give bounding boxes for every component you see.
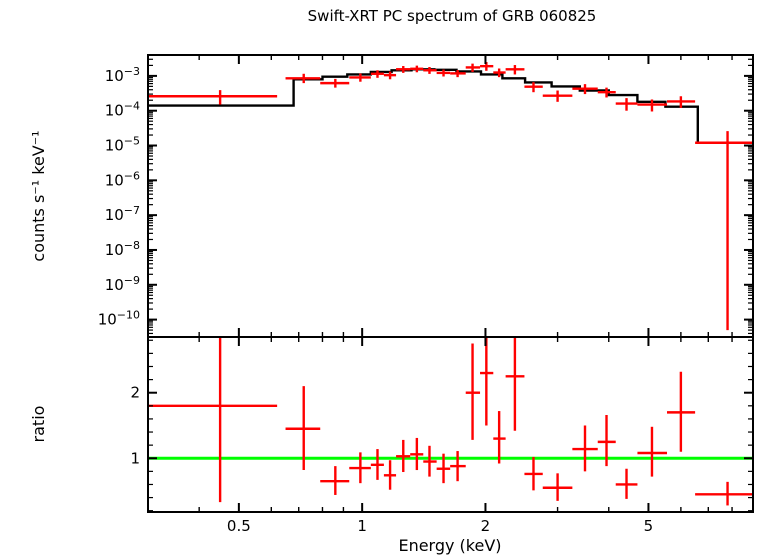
ratio-data-point [695, 481, 753, 506]
y-axis-label-counts: counts s⁻¹ keV⁻¹ [29, 130, 48, 261]
x-tick-label: 2 [481, 517, 491, 535]
ratio-data-point [436, 453, 451, 484]
y-tick-label: 10−9 [105, 274, 140, 294]
spectrum-data-point [423, 67, 437, 74]
ratio-data-point [370, 449, 384, 480]
ratio-data-point [637, 426, 668, 477]
ratio-data-point [450, 451, 466, 482]
spectrum-data-point [396, 66, 411, 73]
spectrum-data-point [637, 99, 668, 112]
x-tick-label: 0.5 [227, 517, 251, 535]
ratio-data-point [542, 473, 573, 501]
ratio-data-point [615, 468, 638, 499]
ratio-data-point [320, 466, 350, 495]
spectrum-data-point [370, 70, 384, 78]
y-tick-label: 10−3 [105, 65, 140, 85]
ratio-data-point [597, 414, 616, 467]
ratio-data-point [493, 411, 506, 464]
spectrum-data-point [450, 70, 466, 78]
y-tick-label: 2 [130, 384, 140, 402]
y-axis-label-ratio: ratio [29, 406, 48, 443]
spectrum-data-point [465, 63, 481, 72]
ratio-data-point [410, 437, 424, 471]
spectrum-data-point [542, 90, 573, 102]
spectrum-data-point [383, 71, 397, 80]
plot-content: 0.5 1 2 5 10−3 10−4 10−5 10−6 10−7 10−8 10−9 10−10 1… [98, 54, 754, 535]
spectrum-data-point [572, 84, 598, 95]
ratio-data-point [423, 445, 437, 477]
ratio-data-point [524, 456, 543, 491]
ratio-data-point [465, 343, 481, 440]
y-tick-label: 1 [130, 449, 140, 467]
ratio-data-point [572, 425, 598, 472]
ratio-data-point [148, 337, 278, 503]
y-tick-label: 10−8 [105, 239, 140, 259]
x-axis-label: Energy (keV) [398, 536, 501, 555]
spectrum-data-point [505, 65, 525, 75]
chart-title: Swift-XRT PC spectrum of GRB 060825 [308, 7, 597, 25]
spectrum-data-point [410, 65, 424, 73]
x-tick-label: 1 [357, 517, 367, 535]
model-step-line [148, 68, 753, 144]
spectrum-data-point [436, 69, 451, 77]
spectrum-data-point [349, 73, 371, 82]
spectrum-data-point [285, 73, 321, 84]
ratio-data-point [480, 337, 494, 426]
y-tick-label: 10−6 [105, 169, 140, 189]
ratio-data-point [285, 386, 321, 471]
x-tick-label: 5 [644, 517, 654, 535]
spectrum-data-point [615, 98, 638, 111]
spectrum-data-point [148, 90, 278, 105]
y-tick-label: 10−7 [105, 204, 140, 224]
ratio-data-point [396, 439, 411, 473]
spectrum-data-point [597, 87, 616, 98]
y-tick-label: 10−4 [105, 100, 140, 120]
spectrum-data-point [524, 82, 543, 93]
panel-frame [147, 336, 754, 513]
spectrum-data-point [480, 62, 494, 71]
spectrum-data-point [667, 96, 696, 108]
spectrum-data-point [493, 68, 506, 78]
y-tick-label: 10−5 [105, 135, 140, 155]
spectrum-data-point [695, 131, 753, 331]
y-tick-label: 10−10 [98, 309, 140, 329]
ratio-data-point [667, 371, 696, 452]
spectrum-data-point [320, 78, 350, 88]
ratio-data-point [505, 337, 525, 431]
ratio-data-point [383, 460, 397, 490]
ratio-data-point [349, 452, 371, 484]
